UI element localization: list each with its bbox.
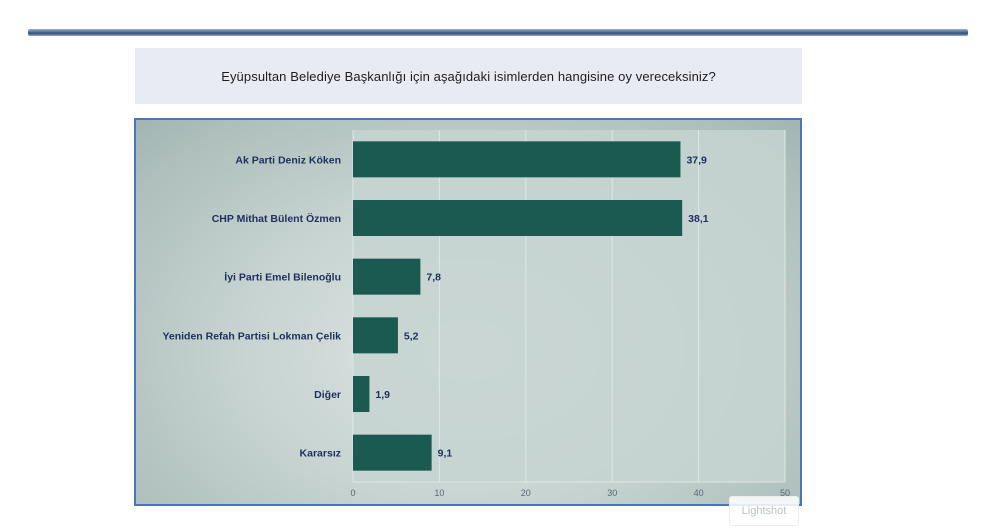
x-tick-label: 30 [607,488,617,498]
x-tick-label: 40 [694,488,704,498]
bar-5 [353,376,370,412]
x-tick-label: 10 [434,488,444,498]
watermark-text: Lightshot [741,505,787,517]
category-label: CHP Mithat Bülent Özmen [212,212,341,225]
data-label: 38,1 [688,213,709,225]
x-tick-label: 20 [521,488,531,498]
plot-area [353,130,785,482]
category-label: Yeniden Refah Partisi Lokman Çelik [162,330,341,342]
bar-6 [353,434,432,471]
bar-3 [353,258,421,295]
x-tick-label: 50 [780,488,790,498]
lightshot-watermark: Lightshot [729,496,799,526]
bar-chart-panel: 0 10 20 30 40 50 Ak Parti Deniz Köken 37,9 CHP M… [134,118,802,506]
question-banner: Eyüpsultan Belediye Başkanlığı için aşağ… [135,48,802,104]
category-label: Diğer [314,389,341,401]
survey-question: Eyüpsultan Belediye Başkanlığı için aşağ… [221,68,716,84]
data-label: 9,1 [438,448,453,460]
category-label: İyi Parti Emel Bilenoğlu [224,271,341,284]
category-label: Ak Parti Deniz Köken [235,154,341,166]
bar-2 [353,200,683,236]
bar-chart: 0 10 20 30 40 50 Ak Parti Deniz Köken 37,9 CHP M… [162,130,790,498]
category-label: Kararsız [300,448,341,460]
data-label: 5,2 [404,330,419,342]
header-divider [28,29,968,36]
bar-4 [353,317,398,354]
data-label: 1,9 [375,389,390,401]
data-label: 37,9 [686,154,707,166]
bar-1 [353,141,681,178]
x-tick-label: 0 [350,488,355,498]
data-label: 7,8 [426,272,441,284]
